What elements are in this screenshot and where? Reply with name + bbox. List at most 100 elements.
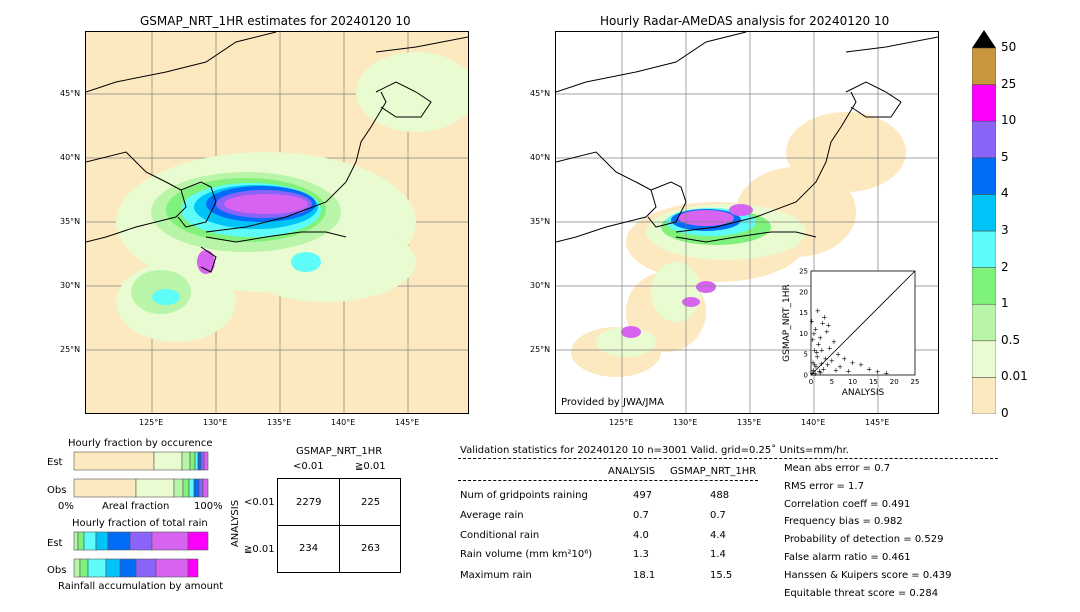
scatter-point: + [813, 326, 819, 334]
scatter-ytick: 25 [799, 268, 808, 276]
colorbar-swatch [971, 194, 997, 232]
colorbar-swatch [971, 120, 997, 159]
scatter-xtick: 5 [830, 378, 834, 386]
validation-row-analysis: 0.7 [633, 510, 649, 521]
validation-row-label: Rain volume (mm km²10⁶) [460, 549, 593, 560]
validation-row-analysis: 1.3 [633, 549, 649, 560]
scatter-point: + [816, 340, 822, 348]
scatter-xtick: 25 [911, 378, 920, 386]
scatter-point: + [875, 368, 881, 376]
validation-row-analysis: 497 [633, 490, 653, 501]
scatter-point: + [824, 328, 830, 336]
right-map-rain-field [556, 32, 938, 413]
right-map-title: Hourly Radar-AMeDAS analysis for 2024012… [600, 14, 890, 28]
right-map: + + + + + + + + + + + + + + + + + + + + + + + + + + + + + + + + + + + + + + + +… [555, 31, 939, 414]
occurrence-axis-mid: Areal fraction [102, 501, 170, 512]
colorbar [971, 30, 997, 415]
colorbar-label: 25 [1001, 76, 1017, 91]
scatter-point: + [810, 336, 816, 344]
scatter-ylabel: GSMAP_NRT_1HR [782, 284, 792, 362]
validation-row-label: Maximum rain [460, 570, 532, 581]
left-lon-140: 140°E [331, 418, 356, 427]
scatter-point: + [827, 344, 833, 352]
validation-row-analysis: 4.0 [633, 530, 649, 541]
scatter-xtick: 20 [890, 378, 899, 386]
scatter-point: + [883, 369, 889, 377]
scatter-point: + [820, 320, 826, 328]
colorbar-swatches [971, 30, 997, 415]
validation-score: Probability of detection = 0.529 [784, 534, 944, 546]
scatter-ytick: 15 [799, 309, 808, 317]
contingency-cell-00: 2279 [296, 497, 322, 508]
right-lon-140: 140°E [801, 418, 826, 427]
colorbar-label: 4 [1001, 186, 1009, 201]
colorbar-label: 50 [1001, 40, 1017, 54]
right-lat-30: 30°N [530, 281, 551, 290]
contingency-table: 2279 225 234 263 [277, 478, 401, 573]
contingency-col-0: <0.01 [293, 461, 324, 472]
left-lon-125: 125°E [139, 418, 164, 427]
validation-score: False alarm ratio = 0.461 [784, 552, 911, 563]
left-map [85, 31, 469, 414]
scatter-point: + [811, 347, 817, 355]
right-lon-125: 125°E [609, 418, 634, 427]
validation-score: Mean abs error = 0.7 [784, 463, 891, 474]
occurrence-title: Hourly fraction by occurence [68, 438, 213, 449]
scatter-xtick: 15 [869, 378, 878, 386]
scatter-point: + [815, 307, 821, 315]
total-rain-est-label: Est [47, 538, 63, 549]
validation-score: Hanssen & Kuipers score = 0.439 [784, 569, 952, 581]
scatter-point: + [850, 359, 856, 367]
colorbar-swatch [971, 157, 997, 195]
scatter-point: + [809, 317, 815, 325]
scatter-point: + [829, 357, 835, 365]
occurrence-chart [73, 451, 209, 498]
scatter-ytick: 10 [799, 330, 808, 338]
scatter-point: + [818, 369, 824, 377]
scatter-point: + [813, 363, 819, 371]
right-lon-145: 145°E [865, 418, 890, 427]
scatter-point: + [814, 353, 820, 361]
scatter-xtick: 10 [848, 378, 857, 386]
scatter-point: + [817, 334, 823, 342]
colorbar-label: 0 [1001, 406, 1009, 420]
contingency-row-axis: ANALYSIS [230, 499, 242, 548]
left-map-title: GSMAP_NRT_1HR estimates for 20240120 10 [140, 14, 411, 28]
validation-score: Correlation coeff = 0.491 [784, 498, 911, 510]
left-lat-25: 25°N [60, 345, 81, 354]
scatter-point: + [821, 365, 827, 373]
scatter-point: + [866, 365, 872, 373]
validation-score: Equitable threat score = 0.284 [784, 587, 939, 599]
data-credit: Provided by JWA/JMA [561, 397, 664, 408]
colorbar-swatch [971, 377, 997, 415]
right-lat-40: 40°N [530, 153, 551, 162]
colorbar-label: 10 [1001, 113, 1017, 128]
left-lon-135: 135°E [267, 418, 292, 427]
colorbar-swatch [971, 84, 997, 122]
colorbar-label: 5 [1001, 149, 1009, 164]
validation-row-gsmap: 1.4 [710, 549, 726, 560]
colorbar-swatch [971, 340, 997, 378]
contingency-cell-10: 234 [299, 543, 319, 554]
scatter-diagonal [810, 270, 916, 376]
scatter-point: + [823, 355, 829, 363]
contingency-title: GSMAP_NRT_1HR [296, 446, 383, 457]
total-rain-caption: Rainfall accumulation by amount [58, 581, 224, 592]
right-lat-25: 25°N [530, 345, 551, 354]
colorbar-label: 3 [1001, 223, 1009, 237]
colorbar-swatch [971, 303, 997, 342]
occurrence-est-label: Est [47, 457, 63, 468]
left-lat-45: 45°N [60, 89, 81, 98]
total-rain-title: Hourly fraction of total rain [72, 518, 208, 529]
occurrence-axis-left: 0% [58, 501, 74, 512]
colorbar-swatch [971, 47, 997, 85]
left-map-rain-field [86, 32, 468, 413]
scatter-point: + [812, 370, 818, 378]
scatter-xlabel: ANALYSIS [842, 388, 885, 398]
scatter-point: + [812, 361, 818, 369]
scatter-point: + [811, 367, 817, 375]
occurrence-axis-right: 100% [194, 501, 223, 512]
occurrence-obs-label: Obs [47, 485, 67, 496]
scatter-point: + [846, 367, 852, 375]
scatter-ytick: 0 [804, 372, 808, 380]
